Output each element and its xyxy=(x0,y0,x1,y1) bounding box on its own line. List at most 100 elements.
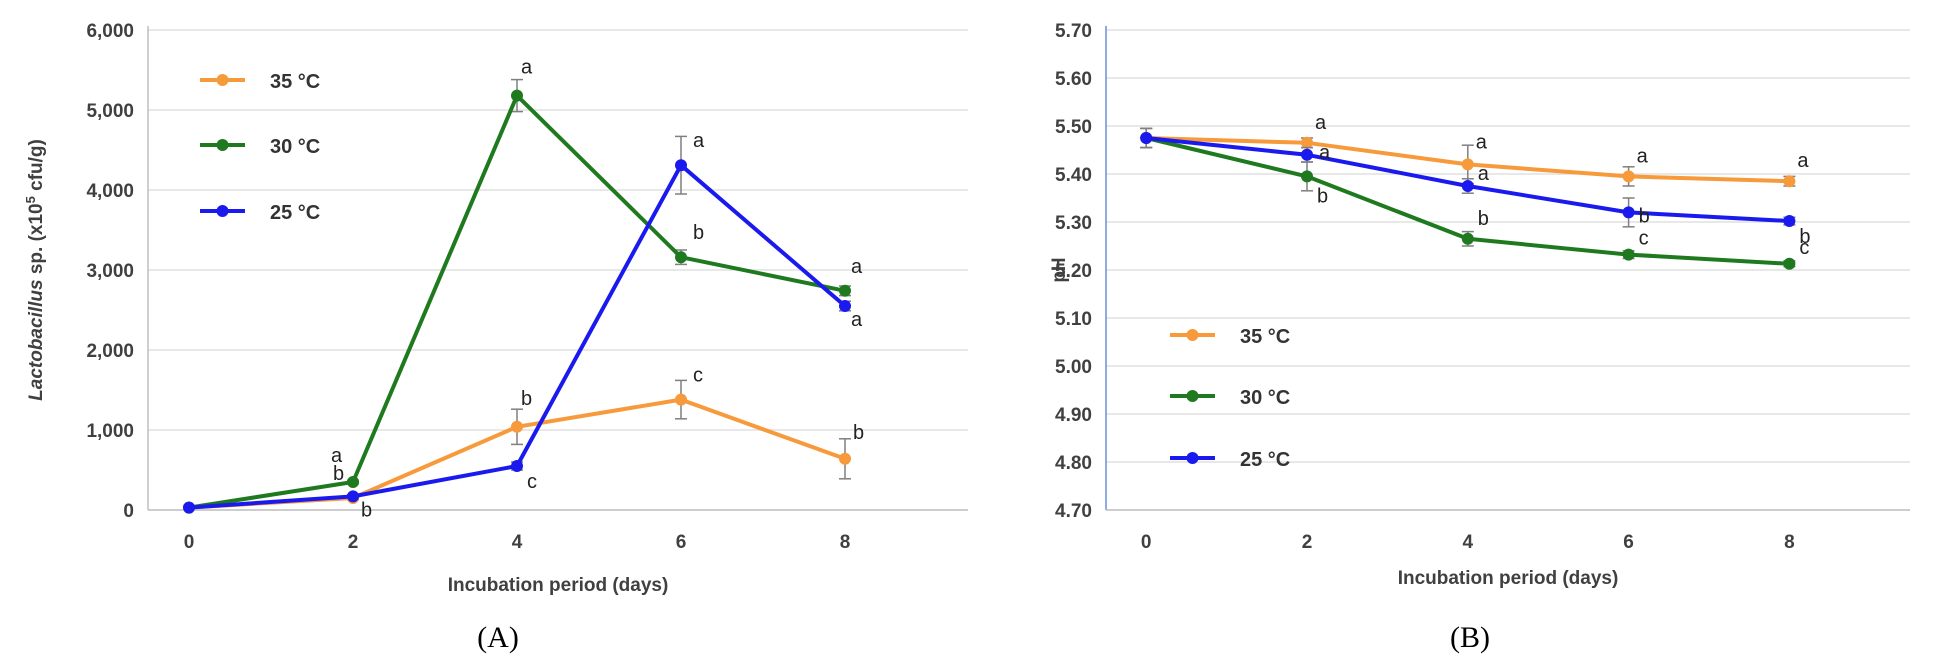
data-point xyxy=(347,476,359,488)
significance-letter: a xyxy=(851,256,863,278)
significance-letter: b xyxy=(521,388,532,410)
y-tick-label: 2,000 xyxy=(86,341,134,362)
panel-label: (B) xyxy=(1450,621,1490,654)
legend-label: 35 °C xyxy=(1240,326,1290,348)
data-point xyxy=(1783,215,1796,228)
significance-letter: b xyxy=(693,222,704,244)
data-point xyxy=(1461,158,1474,171)
y-tick-label: 5.60 xyxy=(1055,69,1092,90)
legend-label: 30 °C xyxy=(1240,387,1290,409)
significance-letter: c xyxy=(527,471,537,493)
significance-letter: a xyxy=(1476,131,1488,153)
legend-item: 25 °C xyxy=(1170,449,1290,471)
data-point xyxy=(511,460,523,472)
significance-letter: a xyxy=(851,309,863,331)
significance-letter: c xyxy=(1639,228,1649,250)
x-tick-label: 6 xyxy=(676,532,687,553)
data-point xyxy=(1622,206,1635,219)
significance-letter: a xyxy=(1797,150,1809,172)
significance-letter: a xyxy=(1478,163,1490,185)
significance-letter: a xyxy=(1319,142,1331,164)
y-axis-title: Lactobacillus sp. (x105 cfu/g) xyxy=(23,139,48,401)
data-point xyxy=(511,420,523,433)
y-tick-label: 5.50 xyxy=(1055,117,1092,138)
data-point xyxy=(511,89,523,102)
x-axis-title: Incubation period (days) xyxy=(1398,568,1619,589)
x-tick-label: 0 xyxy=(1141,532,1152,553)
y-axis-title: pH xyxy=(1049,257,1070,282)
legend-item: 35 °C xyxy=(200,71,320,93)
data-point xyxy=(1140,132,1153,144)
data-point xyxy=(675,251,687,264)
y-tick-label: 6,000 xyxy=(86,21,134,42)
significance-letter: c xyxy=(1799,237,1809,259)
significance-letter: a xyxy=(331,445,343,467)
legend-swatch-marker xyxy=(1186,390,1199,402)
legend-item: 35 °C xyxy=(1170,326,1290,348)
y-tick-label: 0 xyxy=(123,501,134,522)
x-tick-label: 2 xyxy=(1302,532,1313,553)
significance-letter: a xyxy=(1637,145,1649,167)
legend-swatch-marker xyxy=(1186,329,1199,341)
legend-label: 35 °C xyxy=(270,71,320,93)
data-point xyxy=(1783,257,1796,270)
data-point xyxy=(1301,170,1313,183)
data-point xyxy=(839,284,851,297)
y-tick-label: 5.30 xyxy=(1055,213,1092,234)
x-tick-label: 8 xyxy=(840,532,851,553)
data-point xyxy=(675,393,687,406)
y-tick-label: 5,000 xyxy=(86,101,134,122)
data-point xyxy=(347,490,359,503)
y-tick-label: 4.90 xyxy=(1055,405,1092,426)
legend-label: 25 °C xyxy=(1240,449,1290,471)
data-point xyxy=(183,501,195,514)
significance-letter: b xyxy=(1478,208,1489,230)
significance-letter: b xyxy=(1317,185,1328,207)
y-tick-label: 3,000 xyxy=(86,261,134,282)
x-tick-label: 4 xyxy=(512,532,523,553)
significance-letter: a xyxy=(521,57,533,79)
data-point xyxy=(1301,148,1313,161)
x-tick-label: 6 xyxy=(1623,532,1634,553)
significance-letter: b xyxy=(1799,226,1810,248)
legend-item: 30 °C xyxy=(1170,387,1290,409)
x-axis-title: Incubation period (days) xyxy=(448,575,669,596)
data-point xyxy=(675,159,687,172)
data-point xyxy=(1622,248,1635,261)
x-tick-label: 8 xyxy=(1784,532,1795,553)
data-point xyxy=(839,452,851,465)
x-tick-label: 4 xyxy=(1463,532,1474,553)
chart-panel-a: 0 1,000 2,000 3,000 4,000 5,000 6,000 0 2 4 6 8 Incu… xyxy=(23,21,968,654)
significance-letter: a xyxy=(1315,112,1327,134)
legend-swatch-marker xyxy=(216,139,229,151)
data-point xyxy=(1301,136,1313,149)
data-point xyxy=(1622,170,1635,183)
x-tick-label: 0 xyxy=(184,532,195,553)
data-point xyxy=(839,300,851,312)
legend-item: 30 °C xyxy=(200,136,320,158)
data-point xyxy=(1461,232,1474,245)
y-tick-label: 1,000 xyxy=(86,421,134,442)
y-tick-label: 4.70 xyxy=(1055,501,1092,522)
y-tick-label: 5.00 xyxy=(1055,357,1092,378)
data-point xyxy=(1783,175,1796,188)
legend-item: 25 °C xyxy=(200,202,320,224)
significance-letter: b xyxy=(333,463,344,485)
y-tick-label: 4,000 xyxy=(86,181,134,202)
y-tick-label: 4.80 xyxy=(1055,453,1092,474)
y-tick-label: 5.10 xyxy=(1055,309,1092,330)
significance-letter: a xyxy=(693,130,705,152)
significance-letter: c xyxy=(693,365,703,387)
data-point xyxy=(1461,180,1474,192)
legend-swatch-marker xyxy=(1186,452,1199,464)
significance-letter: b xyxy=(853,422,864,444)
y-tick-label: 5.20 xyxy=(1055,261,1092,282)
legend-swatch-marker xyxy=(216,205,229,217)
significance-letter: b xyxy=(1639,205,1650,227)
legend-label: 30 °C xyxy=(270,136,320,158)
series-25C: b c a a xyxy=(183,130,863,521)
y-axis-title-part: 5 xyxy=(23,196,38,203)
